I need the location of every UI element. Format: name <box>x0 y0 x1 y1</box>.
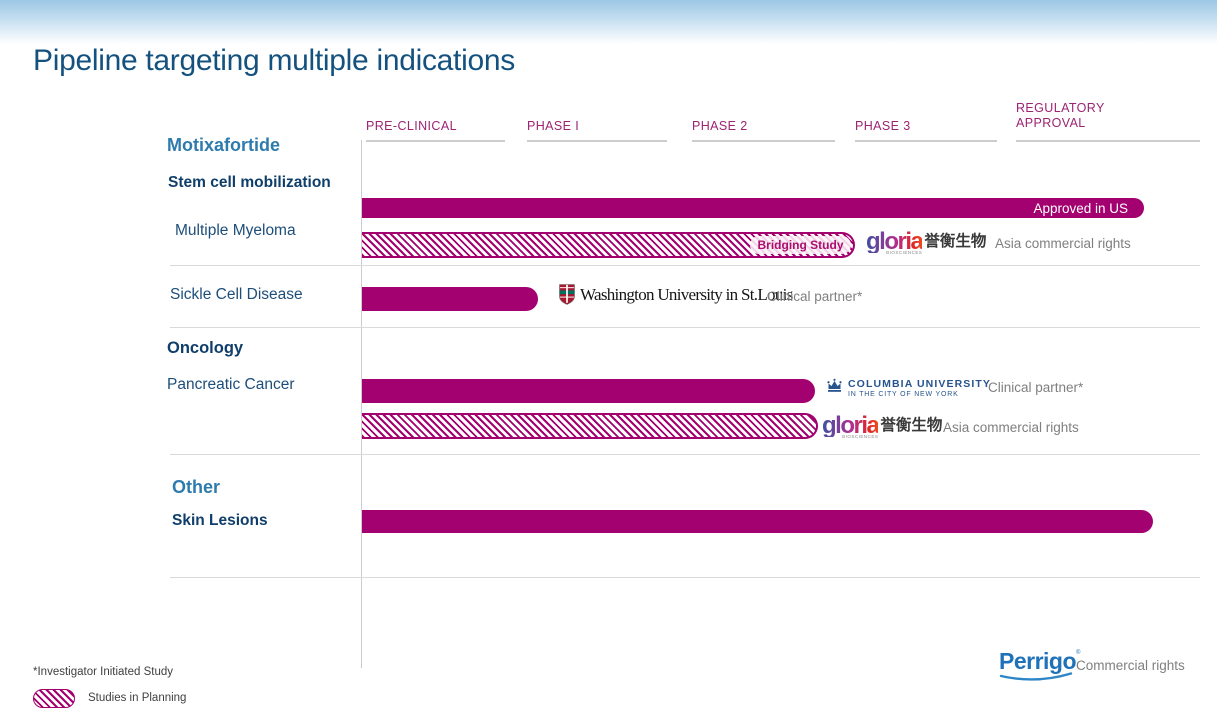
row-divider <box>170 327 1200 328</box>
columbia-subtext: IN THE CITY OF NEW YORK <box>848 391 959 398</box>
row-divider <box>170 454 1200 455</box>
phase-header-phase1: PHASE I <box>527 119 580 133</box>
group-label-motixafortide: Motixafortide <box>167 135 281 155</box>
phase-header-phase2: PHASE 2 <box>692 119 748 133</box>
row-label-stem-cell-mobilization: Stem cell mobilization <box>168 174 331 191</box>
row-label-pancreatic-cancer: Pancreatic Cancer <box>167 376 295 393</box>
phase-header-phase3: PHASE 3 <box>855 119 911 133</box>
studies-in-planning-swatch <box>33 689 75 708</box>
axis-vertical-line <box>361 140 362 668</box>
legend-label-studies-in-planning: Studies in Planning <box>88 692 187 704</box>
gloria-biosciences-subtext: BIOSCIENCES <box>822 434 878 439</box>
group-label-other: Other <box>172 477 221 497</box>
phase-header-regulatory: REGULATORY APPROVAL <box>1016 101 1105 130</box>
bar-stem-cell-mobilization: Approved in US <box>362 198 1144 218</box>
gloria-wordmark: gloria BIOSCIENCES <box>822 412 880 440</box>
gloria-chinese-text: 誉衡生物 <box>880 417 943 434</box>
perrigo-wordmark: Perrigo <box>999 648 1077 674</box>
bar-pancreatic-cancer-solid <box>362 379 815 403</box>
perrigo-registered-mark: ® <box>1076 650 1081 656</box>
phase-header-preclinical: PRE-CLINICAL <box>366 119 457 133</box>
washington-university-logo: Washington University in St.Louis <box>559 284 793 305</box>
row-divider <box>170 577 1200 578</box>
commercial-rights-text: Commercial rights <box>1076 658 1185 673</box>
bar-sickle-cell-disease <box>362 287 538 311</box>
phase-underline <box>366 140 505 142</box>
page-title: Pipeline targeting multiple indications <box>33 44 515 77</box>
bar-skin-lesions <box>362 510 1153 533</box>
asia-commercial-rights-text: Asia commercial rights <box>943 420 1079 435</box>
gloria-chinese-text: 誉衡生物 <box>924 233 987 250</box>
bar-multiple-myeloma: Bridging Study <box>362 232 855 258</box>
footnote-investigator-study: *Investigator Initiated Study <box>33 666 173 678</box>
gloria-biosciences-logo: gloria BIOSCIENCES 誉衡生物 <box>866 228 987 256</box>
gloria-biosciences-logo: gloria BIOSCIENCES 誉衡生物 <box>822 412 943 440</box>
gloria-wordmark: gloria BIOSCIENCES <box>866 228 924 256</box>
asia-commercial-rights-text: Asia commercial rights <box>995 236 1131 251</box>
row-label-skin-lesions: Skin Lesions <box>172 512 268 529</box>
columbia-wordmark: COLUMBIA UNIVERSITY IN THE CITY OF NEW Y… <box>848 378 992 398</box>
phase-underline <box>1016 140 1200 142</box>
washu-wordmark: Washington University in St.Louis <box>580 284 793 304</box>
bridging-study-badge: Bridging Study <box>750 236 851 254</box>
columbia-university-logo: COLUMBIA UNIVERSITY IN THE CITY OF NEW Y… <box>826 378 991 398</box>
approved-in-us-badge: Approved in US <box>1033 200 1128 216</box>
perrigo-swoosh-icon <box>999 672 1073 681</box>
columbia-crown-icon <box>827 378 842 392</box>
group-label-oncology: Oncology <box>167 339 244 357</box>
bar-pancreatic-cancer-planned <box>362 413 818 439</box>
top-gradient-band <box>0 0 1217 44</box>
phase-underline <box>527 140 667 142</box>
phase-underline <box>855 140 997 142</box>
clinical-partner-text: Clinical partner* <box>767 289 863 304</box>
gloria-biosciences-subtext: BIOSCIENCES <box>866 250 922 255</box>
phase-underline <box>692 140 835 142</box>
row-divider <box>170 265 1200 266</box>
row-label-sickle-cell-disease: Sickle Cell Disease <box>170 286 303 303</box>
perrigo-logo: Perrigo ® <box>999 650 1080 673</box>
washu-shield-icon <box>559 284 575 305</box>
row-label-multiple-myeloma: Multiple Myeloma <box>175 222 296 239</box>
clinical-partner-text: Clinical partner* <box>988 380 1084 395</box>
